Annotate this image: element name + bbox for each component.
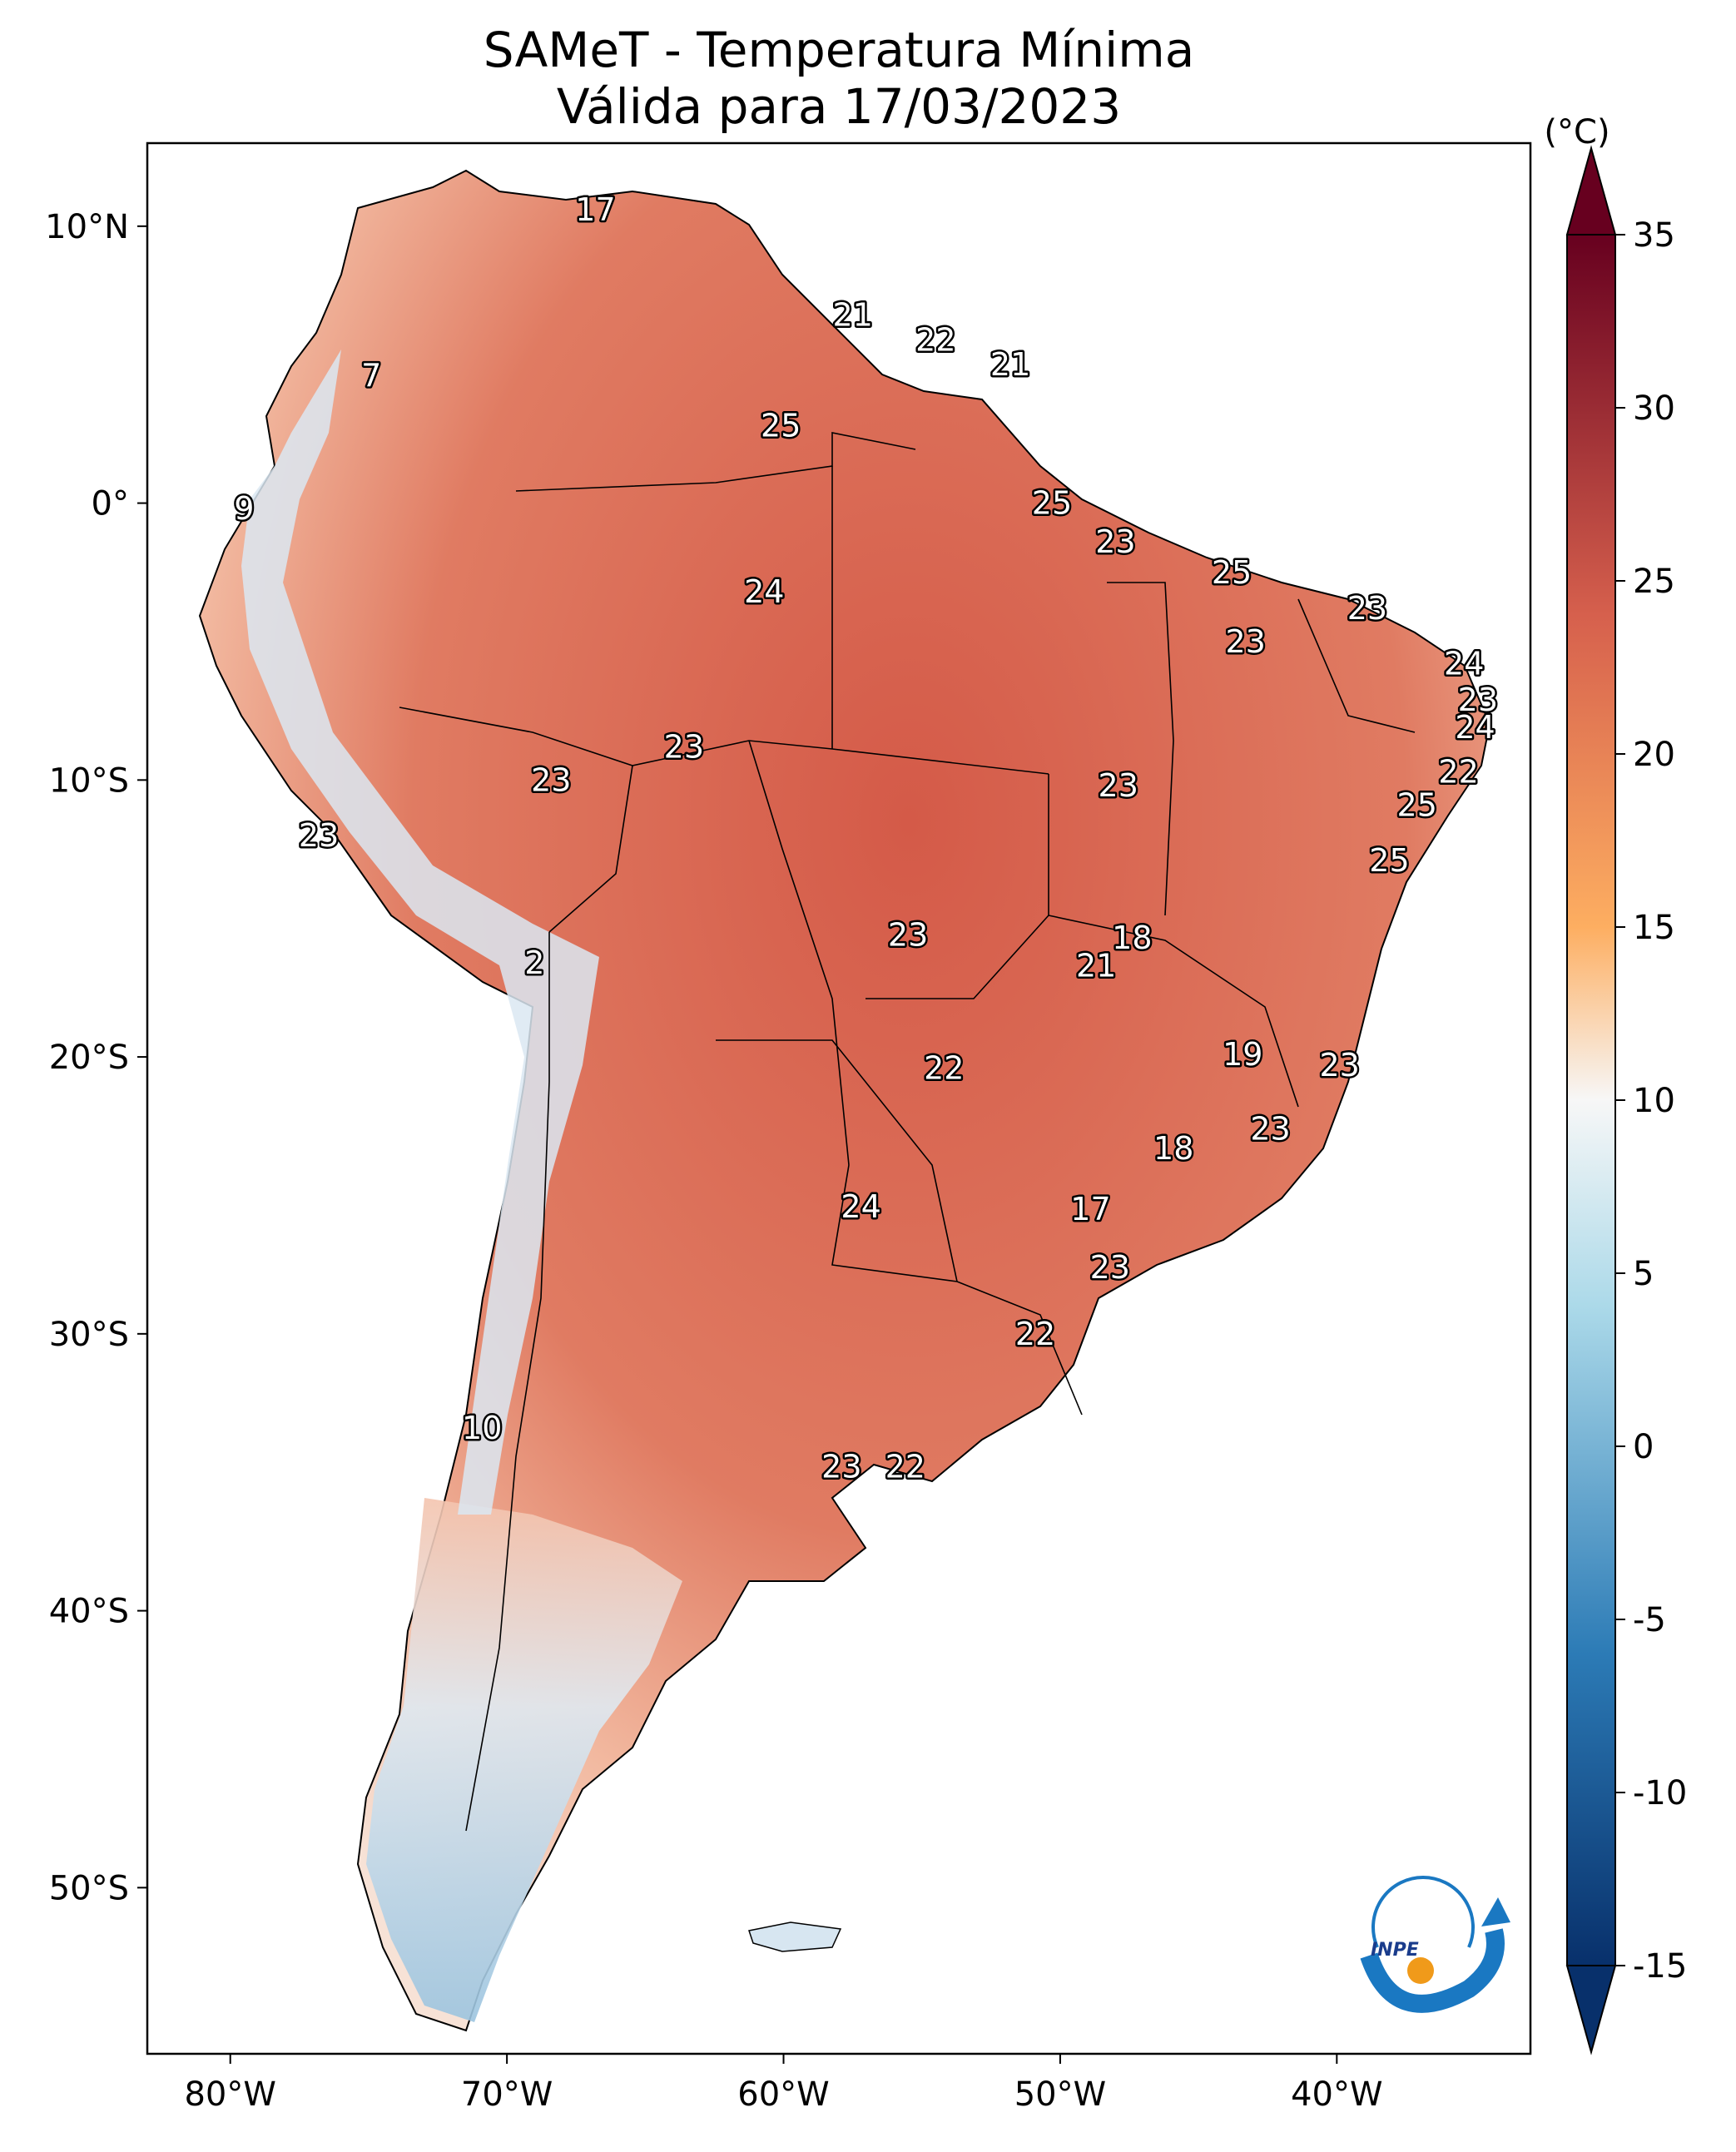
colorbar-tick-label: -15 (1633, 1947, 1687, 1986)
colorbar-tick-label: -5 (1633, 1601, 1666, 1639)
temperature-label: 23 (1090, 1249, 1130, 1286)
temperature-label: 23 (821, 1449, 861, 1485)
colorbar-tick-label: 35 (1633, 216, 1675, 255)
colorbar-unit: (°C) (1544, 113, 1610, 151)
map-title: SAMeT - Temperatura Mínima (483, 22, 1195, 78)
temperature-label: 25 (1032, 485, 1072, 522)
y-tick-label: 0° (92, 485, 129, 523)
andes-strip (241, 350, 599, 1515)
border-lines (399, 432, 1416, 1832)
temperature-label: 23 (531, 761, 571, 798)
colorbar-tick-label: 30 (1633, 389, 1675, 428)
colorbar: 35 30 25 20 15 10 5 0 -5 -10 -15 (°C) (1544, 113, 1687, 2055)
temperature-label: 22 (924, 1049, 964, 1086)
temperature-label: 25 (1369, 842, 1409, 879)
colorbar-body (1566, 234, 1616, 1966)
falkland-islands (748, 1921, 842, 1952)
colorbar-tick-label: 0 (1633, 1428, 1654, 1466)
temperature-label: 23 (888, 917, 928, 954)
x-tick-label: 60°W (737, 2075, 829, 2114)
colorbar-bottom-arrow (1565, 1965, 1617, 2055)
temperature-label: 24 (744, 573, 784, 610)
x-tick-label: 50°W (1014, 2075, 1106, 2114)
temperature-label: 21 (990, 346, 1030, 383)
temperature-label: 22 (915, 321, 955, 358)
temperature-label: 23 (664, 728, 704, 765)
temperature-label: 21 (832, 296, 872, 333)
y-tick-label: 10°S (49, 761, 129, 800)
temperature-label: 17 (575, 191, 615, 228)
x-tick-label: 70°W (461, 2075, 553, 2114)
colorbar-tick-label: 20 (1633, 736, 1675, 774)
temperature-label: 22 (885, 1449, 925, 1485)
temperature-label: 10 (462, 1410, 502, 1446)
temperature-label: 25 (1212, 554, 1252, 591)
y-tick-label: 20°S (49, 1039, 129, 1077)
map-subtitle: Válida para 17/03/2023 (556, 78, 1122, 135)
patagonia-region (366, 1498, 682, 2022)
plot-frame (146, 141, 1532, 2055)
y-axis: 10°N 0° 10°S 20°S 30°S 40°S 50°S (45, 208, 147, 1907)
temperature-label: 18 (1112, 920, 1152, 956)
temperature-label: 25 (761, 407, 801, 444)
temperature-label: 24 (1455, 709, 1495, 746)
temperature-label: 23 (1099, 767, 1138, 804)
colorbar-tick-label: 15 (1633, 909, 1675, 947)
temperature-label: 19 (1223, 1036, 1262, 1073)
temperature-label: 17 (1070, 1191, 1110, 1227)
temperature-label: 21 (1076, 947, 1116, 984)
temperature-label: 24 (841, 1188, 880, 1225)
x-tick-label: 80°W (184, 2075, 275, 2114)
inpe-logo: INPE (1360, 1876, 1510, 2013)
temperature-label: 2 (524, 945, 544, 981)
temperature-label: 23 (1347, 590, 1387, 627)
y-tick-label: 30°S (49, 1316, 129, 1354)
temperature-label: 7 (361, 358, 381, 394)
temperature-label: 23 (1250, 1111, 1290, 1148)
temperature-label: 18 (1153, 1130, 1193, 1167)
y-tick-label: 10°N (45, 208, 129, 246)
temperature-label: 23 (1319, 1047, 1359, 1083)
colorbar-tick-label: 5 (1633, 1255, 1654, 1293)
temperature-label: 9 (234, 490, 254, 527)
colorbar-top-arrow (1565, 145, 1617, 236)
x-tick-label: 40°W (1291, 2075, 1382, 2114)
temperature-label: 23 (299, 817, 339, 854)
colorbar-tick-label: 25 (1633, 563, 1675, 601)
temperature-label: 22 (1015, 1316, 1055, 1352)
y-tick-label: 40°S (49, 1593, 129, 1631)
inpe-logo-text: INPE (1371, 1940, 1419, 1961)
y-tick-label: 50°S (49, 1869, 129, 1907)
temperature-label: 24 (1444, 646, 1484, 682)
x-axis: 80°W 70°W 60°W 50°W 40°W (184, 2054, 1383, 2114)
temperature-label: 22 (1438, 753, 1478, 790)
colorbar-tick-label: -10 (1633, 1774, 1687, 1812)
temperature-label: 23 (1095, 523, 1135, 560)
temperature-label: 23 (1225, 623, 1265, 660)
colorbar-tick-label: 10 (1633, 1082, 1675, 1120)
temperature-label: 25 (1397, 786, 1437, 823)
temperature-label: 23 (1458, 682, 1498, 718)
